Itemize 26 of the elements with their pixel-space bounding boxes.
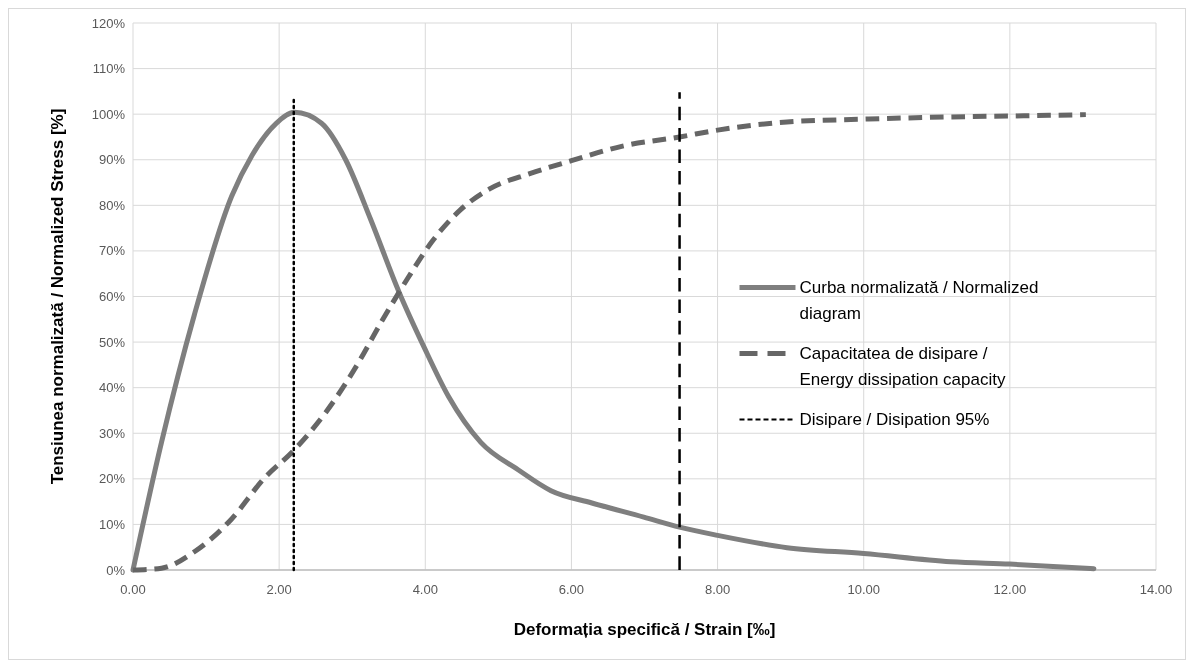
legend-label: Capacitatea de disipare / Energy dissipation capacity xyxy=(799,344,1006,389)
y-tick-label: 90% xyxy=(98,152,126,168)
y-axis-title: Tensiunea normalizată / Normalized Stress [%] xyxy=(48,108,67,485)
x-tick-label: 12.00 xyxy=(993,582,1027,597)
y-tick-label: 100% xyxy=(91,106,126,122)
x-tick-label: 0.00 xyxy=(120,582,146,597)
x-axis-title: Deformația specifică / Strain [‰] xyxy=(513,620,776,639)
y-tick-label: 60% xyxy=(98,289,126,305)
x-tick-label: 4.00 xyxy=(412,582,438,597)
x-tick-label: 6.00 xyxy=(558,582,585,597)
x-tick-label: 8.00 xyxy=(704,582,731,597)
legend-label: Curba normalizată / Normalized diagram xyxy=(799,278,1039,323)
x-tick-label: 14.00 xyxy=(1139,582,1173,597)
y-tick-label: 70% xyxy=(98,243,126,259)
y-tick-label: 0% xyxy=(106,562,126,578)
legend-label: Disipare / Disipation 95% xyxy=(799,410,990,430)
y-tick-label: 30% xyxy=(98,425,126,441)
y-tick-label: 40% xyxy=(98,380,126,396)
y-tick-label: 80% xyxy=(98,197,126,213)
y-tick-label: 50% xyxy=(98,334,126,350)
y-tick-label: 120% xyxy=(91,15,126,31)
x-tick-label: 2.00 xyxy=(266,582,292,597)
y-tick-label: 110% xyxy=(92,61,126,77)
x-tick-label: 10.00 xyxy=(847,582,880,597)
y-tick-label: 20% xyxy=(98,471,126,487)
y-tick-label: 10% xyxy=(98,516,126,532)
